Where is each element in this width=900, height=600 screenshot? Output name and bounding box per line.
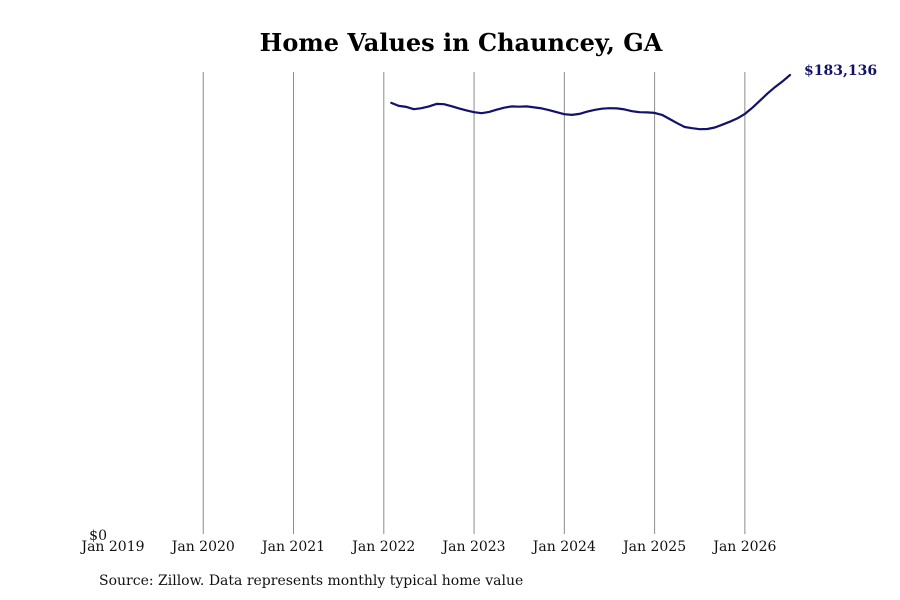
source-note: Source: Zillow. Data represents monthly … [99,573,524,589]
x-tick-label: Jan 2026 [711,539,776,555]
y-tick-label: $0 [89,528,107,544]
chart-title: Home Values in Chauncey, GA [260,28,663,57]
x-axis-ticks: Jan 2019 Jan 2020 Jan 2021 Jan 2022 Jan 2023… [79,539,776,555]
x-tick-label: Jan 2024 [531,539,596,555]
x-tick-label: Jan 2021 [260,539,325,555]
gridlines [202,72,746,534]
series-line [390,73,792,131]
x-tick-label: Jan 2025 [621,539,686,555]
x-tick-label: Jan 2023 [441,539,506,555]
series-group: $183,136 [390,63,877,131]
y-axis-ticks: $0 [89,528,107,544]
x-tick-label: Jan 2020 [170,539,235,555]
x-tick-label: Jan 2019 [79,539,144,555]
end-value-label: $183,136 [804,63,877,79]
x-tick-label: Jan 2022 [350,539,415,555]
